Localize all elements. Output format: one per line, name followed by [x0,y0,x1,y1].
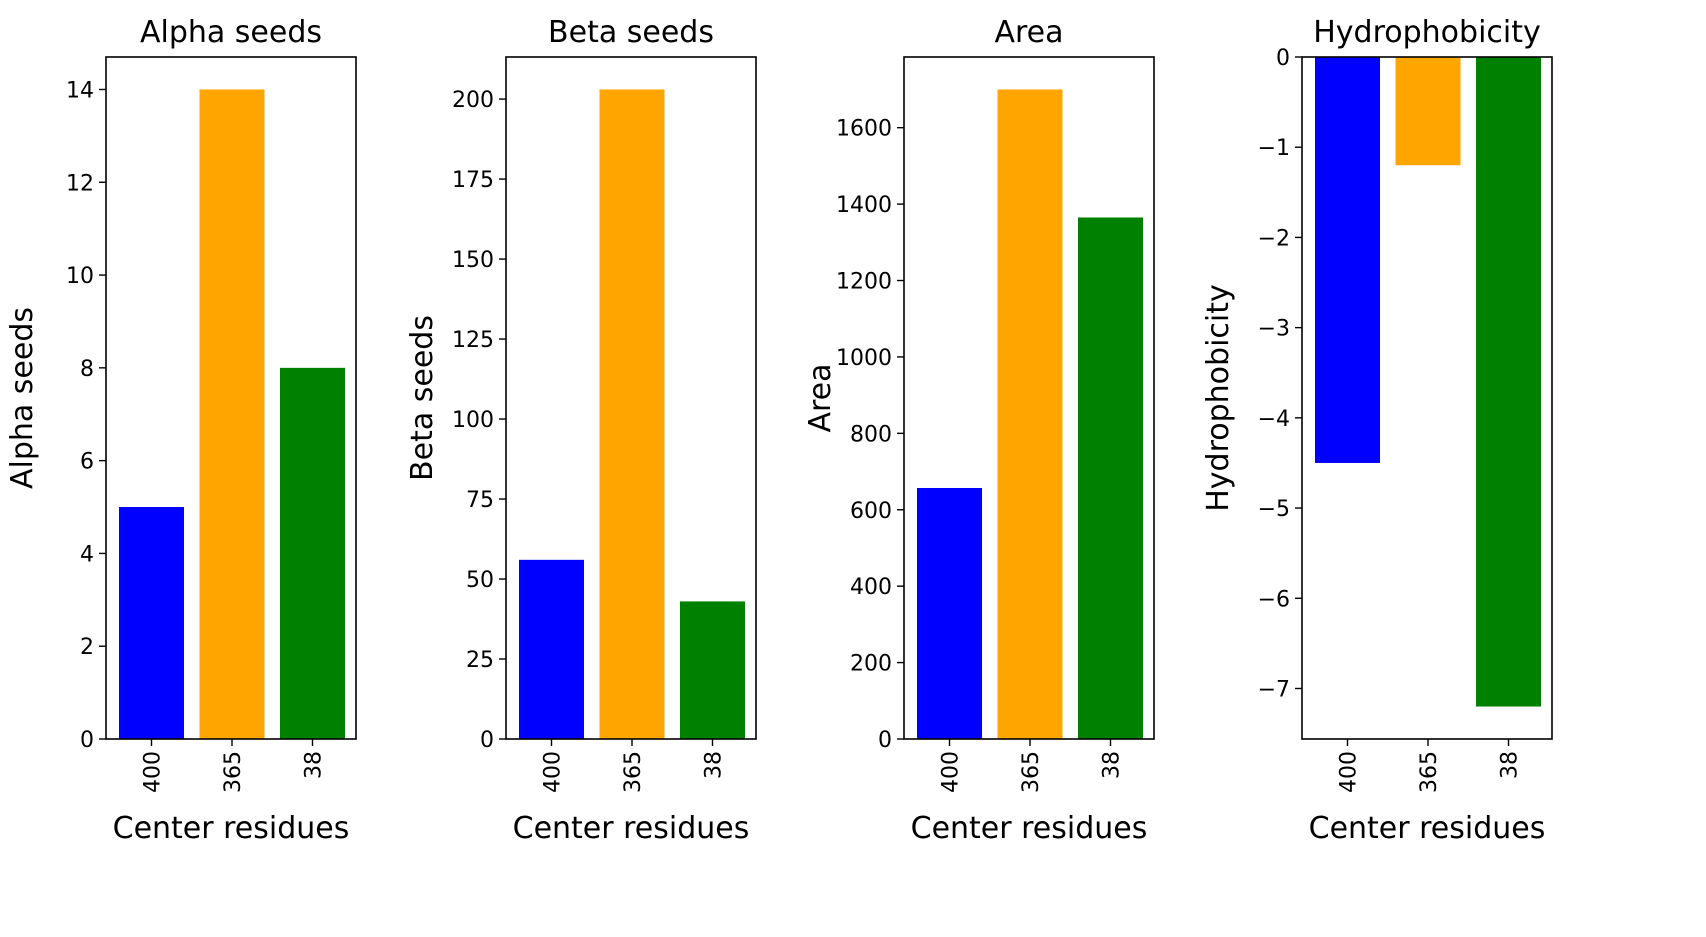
x-axis-label: Center residues [113,811,350,846]
bar-365 [599,89,665,739]
chart-title: Hydrophobicity [1313,15,1541,50]
x-tick-label: 38 [702,751,727,779]
x-tick-label: 400 [939,751,964,793]
plot-frame [105,56,357,740]
plot-frame [1301,56,1553,740]
y-tick-label: 150 [452,248,494,273]
x-tick-label: 400 [141,751,166,793]
bar-38 [280,367,345,739]
y-tick-label: 12 [66,171,94,196]
x-axis-label: Center residues [911,811,1148,846]
y-tick-label: 175 [452,168,494,193]
panel-hydrophobicity: Hydrophobicity Hydrophobicity Center res… [1201,15,1553,846]
bar-400 [1315,57,1380,463]
y-tick-label: 1000 [836,346,892,371]
x-tick-label: 365 [1019,751,1044,793]
y-tick-label: −6 [1258,587,1290,612]
y-tick-label: −1 [1258,136,1290,161]
plot-frame [903,56,1155,740]
panel-beta-seeds: Beta seeds Beta seeds Center residues 0 2… [405,15,757,846]
bar-38 [1476,57,1541,707]
x-tick-label: 365 [621,751,646,793]
y-tick-label: 8 [80,357,94,382]
y-axis-label: Beta seeds [405,315,440,481]
x-axis-label: Center residues [513,811,750,846]
y-tick-label: 50 [466,568,494,593]
y-tick-label: −4 [1258,407,1290,432]
x-axis-label: Center residues [1309,811,1546,846]
x-tick-label: 400 [541,751,566,793]
bar-365 [1395,57,1461,166]
y-tick-label: 100 [452,408,494,433]
bar-365 [997,89,1063,739]
x-tick-label: 365 [221,751,246,793]
bar-38 [1078,217,1143,739]
y-tick-label: 0 [80,728,94,753]
bar-365 [199,89,265,739]
y-tick-label: 6 [80,450,94,475]
x-tick-label: 400 [1337,751,1362,793]
y-tick-label: 400 [850,575,892,600]
y-tick-label: −3 [1258,317,1290,342]
y-tick-label: 25 [466,648,494,673]
y-tick-label: 125 [452,328,494,353]
x-tick-label: 38 [1100,751,1125,779]
y-tick-label: 0 [1276,46,1290,71]
bar-400 [119,507,184,739]
y-tick-label: 200 [850,652,892,677]
y-tick-label: −7 [1258,677,1290,702]
panel-area: Area Area Center residues 0 200 400 600 800 1… [803,15,1155,846]
x-tick-label: 38 [302,751,327,779]
y-tick-label: 600 [850,499,892,524]
y-axis-label: Hydrophobicity [1201,284,1236,512]
y-tick-label: −5 [1258,497,1290,522]
y-tick-label: 0 [480,728,494,753]
y-tick-label: −2 [1258,226,1290,251]
bar-38 [680,601,745,739]
y-tick-label: 1200 [836,270,892,295]
bar-400 [519,559,584,739]
chart-title: Alpha seeds [140,15,322,50]
y-tick-label: 200 [452,88,494,113]
y-tick-label: 1600 [836,117,892,142]
y-tick-label: 14 [66,78,94,103]
y-tick-label: 0 [878,728,892,753]
plot-frame [505,56,757,740]
x-tick-label: 365 [1417,751,1442,793]
bar-400 [917,487,982,739]
y-tick-label: 800 [850,422,892,447]
y-tick-label: 75 [466,488,494,513]
chart-title: Area [994,15,1063,50]
y-tick-label: 4 [80,542,94,567]
y-axis-label: Area [803,363,838,432]
x-tick-label: 38 [1498,751,1523,779]
y-tick-label: 10 [66,264,94,289]
panel-alpha-seeds: Alpha seeds Alpha seeds Center residues … [5,15,357,846]
y-tick-label: 2 [80,635,94,660]
chart-title: Beta seeds [548,15,714,50]
y-axis-label: Alpha seeds [5,307,40,489]
y-tick-label: 1400 [836,193,892,218]
